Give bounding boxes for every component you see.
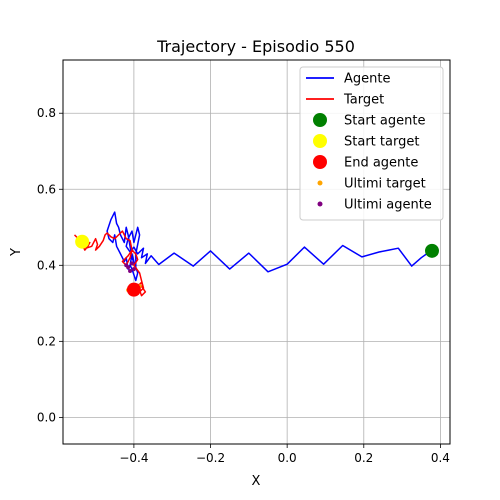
legend-box [299,66,444,221]
x-tick-label: 0.2 [354,451,373,465]
legend: Agente Target Start agente Start target End … [299,66,444,221]
x-tick-label: −0.4 [119,451,148,465]
legend-ultimi-agente-swatch [317,201,323,207]
end-agente-marker [126,282,141,297]
legend-start-target-swatch [313,134,327,148]
legend-agente-label: Agente [344,72,390,87]
ultimi-agente-point [124,263,129,268]
y-tick-label: 0.0 [37,410,56,424]
y-tick-label: 0.4 [37,258,56,272]
legend-target-label: Target [343,93,384,108]
ultimi-agente-point [131,267,136,272]
legend-ultimi-agente-label: Ultimi agente [344,198,432,213]
legend-start-target-label: Start target [344,135,419,150]
y-axis-label: Y [9,248,24,257]
legend-start-agente-label: Start agente [344,114,425,129]
y-tick-label: 0.6 [37,182,56,196]
chart-title: Trajectory - Episodio 550 [156,37,355,56]
x-tick-label: −0.2 [196,451,225,465]
axis-ticks: −0.4 −0.2 0.0 0.2 0.4 0.0 0.2 0.4 0.6 0.8 [37,106,450,465]
legend-start-agente-swatch [313,113,327,127]
plot-series [73,211,439,297]
x-tick-label: 0.4 [431,451,450,465]
y-tick-label: 0.2 [37,334,56,348]
y-tick-label: 0.8 [37,106,56,120]
x-tick-label: 0.0 [278,451,297,465]
agente-path [106,211,432,282]
legend-end-agente-swatch [313,155,327,169]
plot-frame [62,59,451,445]
ultimi-agente-point [129,261,134,266]
legend-end-agente-label: End agente [344,156,418,171]
legend-ultimi-target-swatch [317,180,323,186]
start-target-marker [75,234,90,249]
ultimi-agente-point [128,269,133,274]
legend-ultimi-target-label: Ultimi target [344,177,426,192]
x-axis-label: X [252,474,261,489]
start-agente-marker [424,243,439,258]
